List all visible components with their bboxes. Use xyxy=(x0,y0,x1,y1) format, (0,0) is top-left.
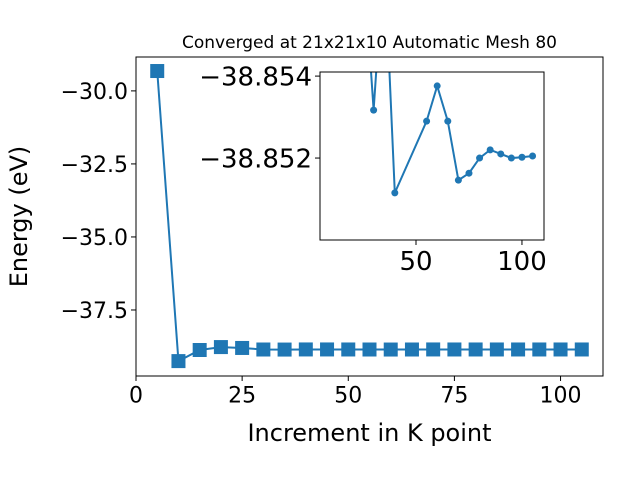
marker xyxy=(465,169,473,177)
marker xyxy=(454,176,462,184)
marker xyxy=(447,342,462,357)
y-tick-label: −30.0 xyxy=(61,80,128,105)
x-axis-label: Increment in K point xyxy=(247,419,491,447)
marker xyxy=(497,150,505,158)
x-tick-label: 50 xyxy=(334,384,362,409)
marker xyxy=(370,106,378,114)
x-tick-label: 100 xyxy=(540,384,582,409)
marker xyxy=(433,82,441,90)
axes-frame xyxy=(319,71,545,241)
marker xyxy=(574,342,589,357)
marker xyxy=(171,354,186,369)
plot xyxy=(370,72,537,197)
marker xyxy=(320,342,335,357)
marker xyxy=(213,340,228,355)
x-tick-label: 0 xyxy=(129,384,143,409)
y-axis-label: Energy (eV) xyxy=(5,146,33,288)
y-tick-label: −38.852 xyxy=(199,144,312,174)
marker xyxy=(426,342,441,357)
marker xyxy=(192,343,207,358)
marker xyxy=(553,342,568,357)
marker xyxy=(235,340,250,355)
marker xyxy=(256,342,271,357)
marker xyxy=(529,152,537,160)
marker xyxy=(150,64,165,79)
chart-title: Converged at 21x21x10 Automatic Mesh 80 xyxy=(182,33,557,53)
marker xyxy=(362,342,377,357)
marker xyxy=(383,342,398,357)
x-tick-label: 75 xyxy=(440,384,468,409)
marker xyxy=(511,342,526,357)
marker xyxy=(404,342,419,357)
marker xyxy=(341,342,356,357)
marker xyxy=(489,342,504,357)
marker xyxy=(423,117,431,125)
marker xyxy=(468,342,483,357)
marker xyxy=(476,154,484,162)
y-tick-label: −32.5 xyxy=(61,153,128,178)
marker xyxy=(277,342,292,357)
marker xyxy=(391,189,399,197)
y-tick-label: −35.0 xyxy=(61,226,128,251)
marker xyxy=(444,117,452,125)
axes-frame xyxy=(135,56,604,377)
x-tick-label: 25 xyxy=(228,384,256,409)
x-tick-label: 50 xyxy=(399,247,432,277)
marker xyxy=(486,146,494,154)
marker xyxy=(532,342,547,357)
x-tick-label: 100 xyxy=(497,247,547,277)
y-tick-label: −37.5 xyxy=(61,299,128,324)
plot xyxy=(150,64,589,369)
marker xyxy=(298,342,313,357)
marker xyxy=(507,154,515,162)
y-tick-label: −38.854 xyxy=(199,62,312,92)
marker xyxy=(518,153,526,161)
